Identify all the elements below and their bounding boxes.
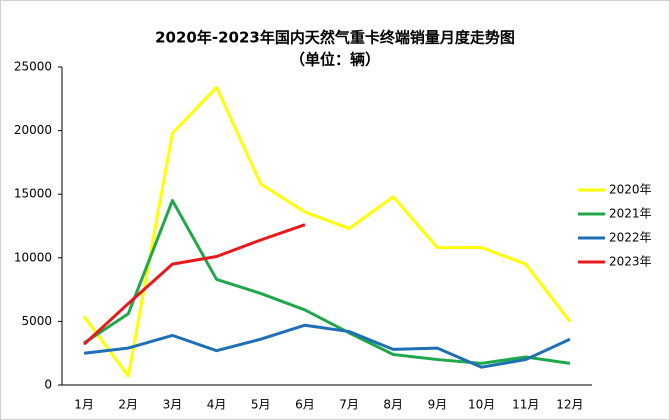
legend-label: 2022年 — [609, 231, 652, 245]
x-tick-label: 4月 — [207, 398, 227, 412]
series-line — [83, 323, 571, 369]
chart-title: 2020年-2023年国内天然气重卡终端销量月度走势图 — [155, 29, 515, 47]
x-tick-label: 12月 — [556, 398, 583, 412]
x-tick-label: 3月 — [163, 398, 183, 412]
legend-label: 2021年 — [609, 207, 652, 221]
x-tick-label: 8月 — [383, 398, 403, 412]
y-tick-label: 10000 — [14, 250, 52, 264]
series-line — [83, 223, 306, 346]
y-tick-label: 25000 — [14, 60, 52, 74]
series-line — [82, 85, 572, 378]
legend-label: 2020年 — [609, 183, 652, 197]
series-line — [83, 199, 571, 365]
x-tick-label: 7月 — [339, 398, 359, 412]
x-tick-label: 6月 — [295, 398, 315, 412]
x-tick-label: 5月 — [251, 398, 271, 412]
chart-subtitle: （单位：辆） — [290, 51, 380, 69]
y-tick-label: 5000 — [21, 314, 52, 328]
y-tick-label: 20000 — [14, 123, 52, 137]
y-tick-label: 0 — [44, 378, 52, 392]
y-tick-label: 15000 — [14, 187, 52, 201]
x-tick-label: 2月 — [118, 398, 138, 412]
x-tick-label: 1月 — [74, 398, 94, 412]
x-tick-label: 11月 — [512, 398, 539, 412]
x-tick-label: 10月 — [468, 398, 495, 412]
legend-label: 2023年 — [609, 255, 652, 269]
x-tick-label: 9月 — [428, 398, 448, 412]
